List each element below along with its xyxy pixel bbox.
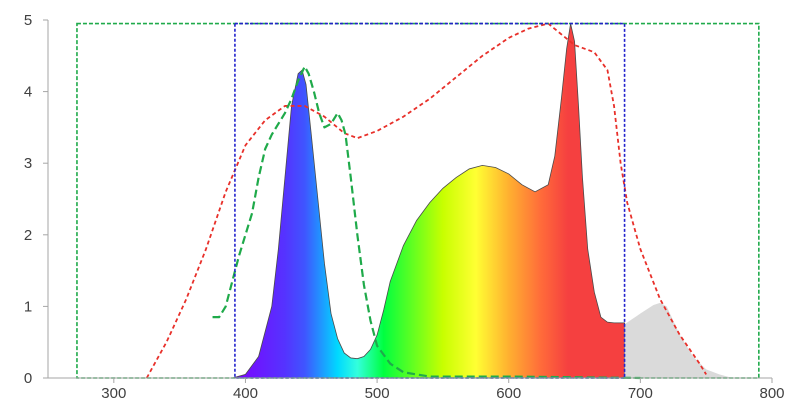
y-tick-label: 3: [24, 155, 32, 172]
x-axis-ticks: 300 400 500 600 700 800: [101, 378, 785, 402]
y-tick-label: 2: [24, 227, 32, 244]
x-tick-label: 800: [759, 385, 784, 402]
x-tick-label: 300: [101, 385, 126, 402]
red-dotted-curve: [145, 22, 707, 379]
series-layer: [76, 22, 760, 380]
y-tick-label: 0: [24, 370, 32, 387]
y-tick-label: 4: [24, 84, 32, 101]
axes: [47, 20, 772, 379]
green-dashed-curve: [212, 65, 641, 380]
y-tick-label: 1: [24, 298, 32, 315]
y-axis-ticks: 0 1 2 3 4 5: [24, 12, 48, 387]
x-tick-label: 700: [628, 385, 653, 402]
x-tick-label: 400: [233, 385, 258, 402]
y-tick-label: 5: [24, 12, 32, 29]
blue-dashed-box: [234, 22, 626, 379]
x-tick-label: 600: [496, 385, 521, 402]
x-tick-label: 500: [365, 385, 390, 402]
visible-spectrum-area: [232, 23, 625, 379]
ir-area: [624, 302, 733, 378]
